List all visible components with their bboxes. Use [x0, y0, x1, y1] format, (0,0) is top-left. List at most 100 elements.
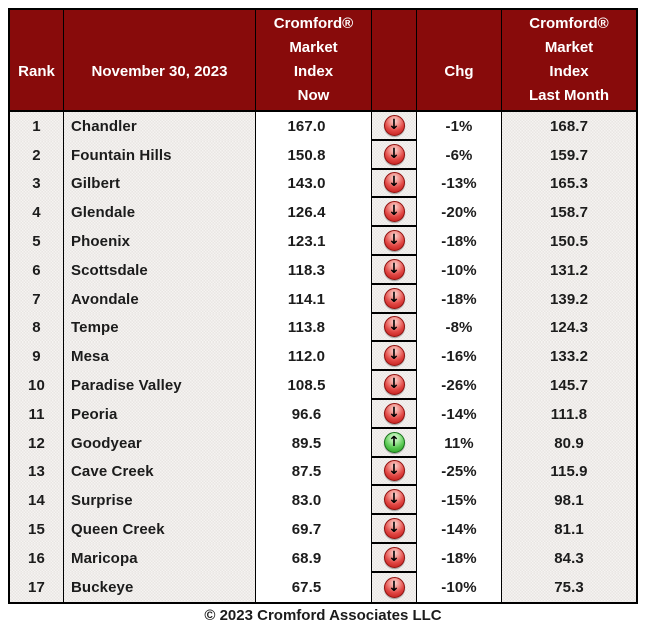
header-chg: Chg: [416, 10, 501, 110]
city-cell: Fountain Hills: [63, 140, 255, 170]
rank-cell: 6: [10, 255, 63, 285]
chg-cell: -18%: [416, 227, 501, 256]
trend-down-arrow-icon: [383, 172, 405, 194]
rank-cell: 4: [10, 198, 63, 228]
chg-cell: -20%: [416, 198, 501, 228]
index-now-cell: 83.0: [255, 486, 371, 516]
chg-cell: -25%: [416, 457, 501, 487]
index-last-month-cell: 150.5: [501, 227, 636, 256]
trend-cell: [371, 486, 416, 516]
rank-cell: 14: [10, 486, 63, 516]
city-cell: Phoenix: [63, 227, 255, 256]
index-now-cell: 96.6: [255, 399, 371, 429]
trend-down-arrow-icon: [383, 258, 405, 280]
trend-down-arrow-icon: [383, 402, 405, 424]
index-now-cell: 114.1: [255, 284, 371, 314]
table-body: 1 Chandler 167.0 -1% 168.7 2 Fountain Hi…: [10, 112, 636, 602]
table-row: 13 Cave Creek 87.5 -25% 115.9: [10, 457, 636, 487]
rank-cell: 15: [10, 515, 63, 544]
table-row: 15 Queen Creek 69.7 -14% 81.1: [10, 515, 636, 544]
trend-cell: [371, 198, 416, 228]
rank-cell: 5: [10, 227, 63, 256]
chg-cell: 11%: [416, 428, 501, 458]
city-cell: Avondale: [63, 284, 255, 314]
table-row: 12 Goodyear 89.5 11% 80.9: [10, 428, 636, 458]
city-cell: Gilbert: [63, 169, 255, 199]
header-rank: Rank: [18, 63, 55, 80]
rank-cell: 16: [10, 543, 63, 573]
index-now-cell: 118.3: [255, 255, 371, 285]
table-row: 9 Mesa 112.0 -16% 133.2: [10, 342, 636, 372]
trend-down-arrow-icon: [383, 374, 405, 396]
index-last-month-cell: 168.7: [501, 112, 636, 141]
index-last-month-cell: 115.9: [501, 457, 636, 487]
index-now-cell: 87.5: [255, 457, 371, 487]
city-cell: Scottsdale: [63, 255, 255, 285]
table-row: 10 Paradise Valley 108.5 -26% 145.7: [10, 371, 636, 400]
index-now-cell: 112.0: [255, 342, 371, 372]
trend-cell: [371, 371, 416, 400]
index-now-cell: 143.0: [255, 169, 371, 199]
header-trend: [371, 10, 416, 110]
chg-cell: -18%: [416, 543, 501, 573]
trend-cell: [371, 342, 416, 372]
trend-cell: [371, 313, 416, 343]
chg-cell: -13%: [416, 169, 501, 199]
index-now-cell: 113.8: [255, 313, 371, 343]
table-row: 6 Scottsdale 118.3 -10% 131.2: [10, 255, 636, 285]
trend-cell: [371, 428, 416, 458]
table-row: 2 Fountain Hills 150.8 -6% 159.7: [10, 140, 636, 170]
index-now-cell: 150.8: [255, 140, 371, 170]
chg-cell: -15%: [416, 486, 501, 516]
index-now-cell: 126.4: [255, 198, 371, 228]
index-last-month-cell: 139.2: [501, 284, 636, 314]
index-last-month-cell: 145.7: [501, 371, 636, 400]
header-date: November 30, 2023: [63, 10, 255, 110]
table-row: 16 Maricopa 68.9 -18% 84.3: [10, 543, 636, 573]
trend-down-arrow-icon: [383, 489, 405, 511]
chg-cell: -10%: [416, 255, 501, 285]
city-cell: Mesa: [63, 342, 255, 372]
trend-cell: [371, 255, 416, 285]
trend-cell: [371, 169, 416, 199]
trend-cell: [371, 227, 416, 256]
index-last-month-cell: 158.7: [501, 198, 636, 228]
table-row: 11 Peoria 96.6 -14% 111.8: [10, 399, 636, 429]
index-now-cell: 108.5: [255, 371, 371, 400]
trend-cell: [371, 284, 416, 314]
copyright-text: © 2023 Cromford Associates LLC: [204, 607, 442, 624]
rank-cell: 9: [10, 342, 63, 372]
city-cell: Glendale: [63, 198, 255, 228]
cromford-index-table: Rank November 30, 2023 Cromford® Market …: [8, 8, 638, 604]
table-row: 8 Tempe 113.8 -8% 124.3: [10, 313, 636, 343]
rank-cell: 17: [10, 572, 63, 602]
city-cell: Goodyear: [63, 428, 255, 458]
trend-down-arrow-icon: [383, 114, 405, 136]
index-now-cell: 68.9: [255, 543, 371, 573]
chg-cell: -18%: [416, 284, 501, 314]
index-now-cell: 69.7: [255, 515, 371, 544]
chg-cell: -14%: [416, 399, 501, 429]
rank-cell: 12: [10, 428, 63, 458]
index-last-month-cell: 159.7: [501, 140, 636, 170]
city-cell: Maricopa: [63, 543, 255, 573]
header-index-now: Cromford® Market Index Now: [255, 10, 371, 110]
rank-cell: 2: [10, 140, 63, 170]
index-last-month-cell: 131.2: [501, 255, 636, 285]
index-last-month-cell: 165.3: [501, 169, 636, 199]
city-cell: Buckeye: [63, 572, 255, 602]
rank-cell: 11: [10, 399, 63, 429]
index-last-month-cell: 84.3: [501, 543, 636, 573]
chg-cell: -8%: [416, 313, 501, 343]
index-now-cell: 167.0: [255, 112, 371, 141]
city-cell: Tempe: [63, 313, 255, 343]
city-cell: Paradise Valley: [63, 371, 255, 400]
rank-cell: 1: [10, 112, 63, 141]
city-cell: Peoria: [63, 399, 255, 429]
trend-cell: [371, 543, 416, 573]
index-last-month-cell: 98.1: [501, 486, 636, 516]
rank-cell: 13: [10, 457, 63, 487]
chg-cell: -16%: [416, 342, 501, 372]
trend-down-arrow-icon: [383, 143, 405, 165]
